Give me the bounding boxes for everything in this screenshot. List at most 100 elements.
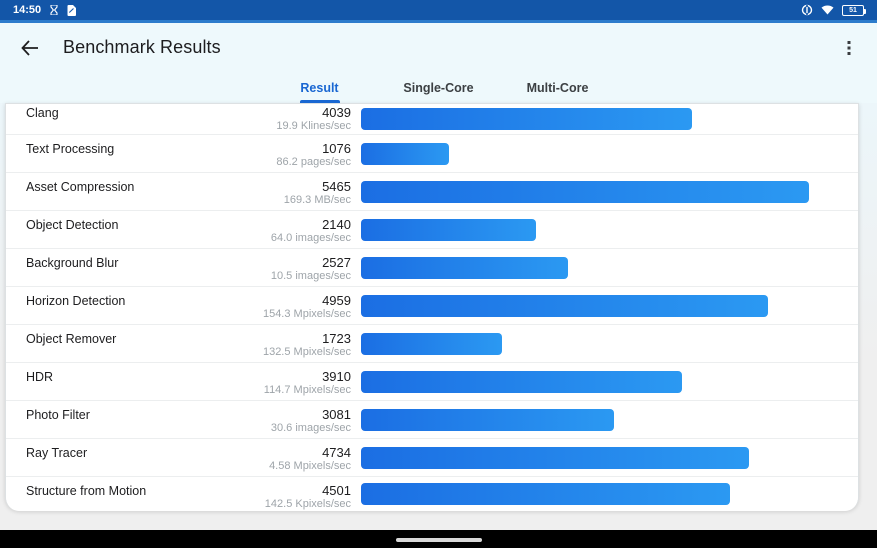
table-row: Ray Tracer 4734 4.58 Mpixels/sec bbox=[6, 439, 858, 477]
kebab-icon bbox=[847, 40, 851, 55]
benchmark-results-table[interactable]: Clang 4039 19.9 Klines/sec Text Processi… bbox=[5, 103, 859, 511]
benchmark-rate: 86.2 pages/sec bbox=[276, 156, 351, 168]
hourglass-icon bbox=[50, 5, 58, 15]
benchmark-name: Object Remover bbox=[26, 332, 117, 346]
benchmark-bar-track bbox=[361, 256, 809, 279]
benchmark-rate: 30.6 images/sec bbox=[270, 422, 351, 434]
benchmark-values: 2527 10.5 images/sec bbox=[201, 249, 351, 286]
benchmark-rate: 169.3 MB/sec bbox=[283, 194, 351, 206]
benchmark-name: Structure from Motion bbox=[26, 484, 147, 498]
benchmark-bar bbox=[361, 370, 682, 393]
tab-bar: Result Single-Core Multi-Core bbox=[0, 72, 877, 103]
benchmark-bar-track bbox=[361, 370, 809, 393]
benchmark-values: 4959 154.3 Mpixels/sec bbox=[201, 287, 351, 324]
benchmark-score: 1723 bbox=[322, 331, 351, 346]
table-row: Object Remover 1723 132.5 Mpixels/sec bbox=[6, 325, 858, 363]
benchmark-name: Horizon Detection bbox=[26, 294, 126, 308]
table-row: Clang 4039 19.9 Klines/sec bbox=[6, 104, 858, 135]
benchmark-bar bbox=[361, 256, 569, 279]
benchmark-rate: 4.58 Mpixels/sec bbox=[269, 460, 351, 472]
benchmark-values: 3910 114.7 Mpixels/sec bbox=[201, 363, 351, 400]
benchmark-score: 4501 bbox=[322, 483, 351, 498]
content-area: Clang 4039 19.9 Klines/sec Text Processi… bbox=[0, 103, 877, 530]
document-icon bbox=[67, 4, 77, 16]
benchmark-rate: 132.5 Mpixels/sec bbox=[262, 346, 351, 358]
benchmark-bar-track bbox=[361, 218, 809, 241]
benchmark-bar bbox=[361, 483, 730, 505]
overflow-menu-button[interactable] bbox=[837, 36, 861, 60]
table-row: Background Blur 2527 10.5 images/sec bbox=[6, 249, 858, 287]
benchmark-values: 4039 19.9 Klines/sec bbox=[201, 104, 351, 134]
benchmark-bar bbox=[361, 180, 809, 203]
benchmark-bar bbox=[361, 294, 768, 317]
benchmark-score: 4959 bbox=[322, 293, 351, 308]
benchmark-score: 4039 bbox=[322, 105, 351, 120]
tab-result[interactable]: Result bbox=[260, 72, 379, 103]
benchmark-score: 3081 bbox=[322, 407, 351, 422]
tab-single-core-label: Single-Core bbox=[403, 80, 474, 95]
wifi-icon bbox=[821, 5, 834, 15]
benchmark-values: 4734 4.58 Mpixels/sec bbox=[201, 439, 351, 476]
benchmark-rate: 64.0 images/sec bbox=[270, 232, 351, 244]
benchmark-bar bbox=[361, 142, 450, 165]
battery-nub bbox=[864, 8, 866, 14]
benchmark-score: 5465 bbox=[322, 179, 351, 194]
benchmark-score: 2527 bbox=[322, 255, 351, 270]
benchmark-bar-track bbox=[361, 332, 809, 355]
benchmark-rate: 142.5 Kpixels/sec bbox=[264, 498, 351, 510]
benchmark-bar bbox=[361, 218, 537, 241]
benchmark-values: 4501 142.5 Kpixels/sec bbox=[201, 477, 351, 511]
benchmark-bar-track bbox=[361, 180, 809, 203]
table-row: Photo Filter 3081 30.6 images/sec bbox=[6, 401, 858, 439]
benchmark-values: 3081 30.6 images/sec bbox=[201, 401, 351, 438]
benchmark-bar bbox=[361, 332, 503, 355]
benchmark-name: Ray Tracer bbox=[26, 446, 88, 460]
benchmark-name: Clang bbox=[26, 106, 59, 120]
benchmark-rate: 154.3 Mpixels/sec bbox=[262, 308, 351, 320]
page-title: Benchmark Results bbox=[63, 37, 221, 57]
benchmark-bar bbox=[361, 108, 693, 130]
back-button[interactable] bbox=[18, 36, 42, 60]
benchmark-rate: 19.9 Klines/sec bbox=[276, 120, 351, 132]
benchmark-rate: 114.7 Mpixels/sec bbox=[263, 384, 351, 396]
header-zone: Benchmark Results Result Single-Core Mul… bbox=[0, 23, 877, 103]
data-saver-icon bbox=[801, 4, 813, 16]
tab-multi-core-label: Multi-Core bbox=[526, 80, 589, 95]
benchmark-bar-track bbox=[361, 408, 809, 431]
benchmark-bar bbox=[361, 446, 750, 469]
benchmark-name: Text Processing bbox=[26, 142, 115, 156]
benchmark-values: 5465 169.3 MB/sec bbox=[201, 173, 351, 210]
navigation-bar bbox=[0, 530, 877, 548]
gesture-handle[interactable] bbox=[395, 538, 482, 542]
clock-time: 14:50 bbox=[13, 4, 42, 16]
benchmark-rate: 10.5 images/sec bbox=[270, 270, 351, 282]
table-row: Text Processing 1076 86.2 pages/sec bbox=[6, 135, 858, 173]
benchmark-score: 4734 bbox=[322, 445, 351, 460]
app-bar: Benchmark Results bbox=[0, 23, 877, 72]
benchmark-name: Asset Compression bbox=[26, 180, 135, 194]
benchmark-bar-track bbox=[361, 108, 809, 130]
tab-single-core[interactable]: Single-Core bbox=[379, 72, 498, 103]
table-row: Structure from Motion 4501 142.5 Kpixels… bbox=[6, 477, 858, 511]
benchmark-name: Photo Filter bbox=[26, 408, 90, 422]
battery-percent: 51 bbox=[849, 6, 857, 14]
benchmark-values: 1723 132.5 Mpixels/sec bbox=[201, 325, 351, 362]
table-row: Asset Compression 5465 169.3 MB/sec bbox=[6, 173, 858, 211]
table-row: Object Detection 2140 64.0 images/sec bbox=[6, 211, 858, 249]
benchmark-bar bbox=[361, 408, 614, 431]
tab-multi-core[interactable]: Multi-Core bbox=[498, 72, 617, 103]
benchmark-bar-track bbox=[361, 446, 809, 469]
status-bar: 14:50 bbox=[0, 0, 877, 20]
table-row: Horizon Detection 4959 154.3 Mpixels/sec bbox=[6, 287, 858, 325]
statusbar-accent-strip bbox=[0, 20, 877, 23]
benchmark-values: 2140 64.0 images/sec bbox=[201, 211, 351, 248]
benchmark-bar-track bbox=[361, 142, 809, 165]
benchmark-name: HDR bbox=[26, 370, 54, 384]
benchmark-values: 1076 86.2 pages/sec bbox=[201, 135, 351, 172]
battery-icon: 51 bbox=[842, 4, 866, 16]
back-arrow-icon bbox=[21, 39, 38, 56]
benchmark-score: 3910 bbox=[322, 369, 351, 384]
benchmark-name: Background Blur bbox=[26, 256, 119, 270]
benchmark-bar-track bbox=[361, 483, 809, 505]
